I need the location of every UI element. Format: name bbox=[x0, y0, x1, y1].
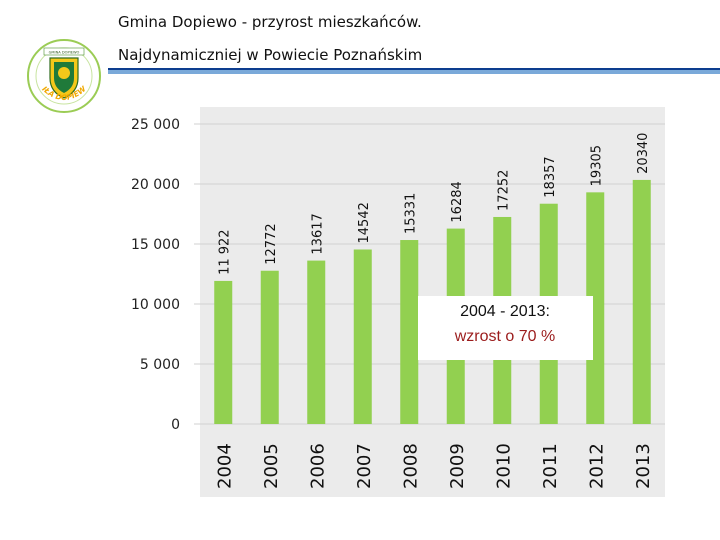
bars bbox=[214, 179, 651, 424]
emblem-text: GMINA DOPIEWO bbox=[49, 51, 80, 55]
x-axis: 2004 2005 2006 2007 2008 2009 2010 2011 2012 2013 bbox=[214, 443, 654, 489]
bar-2004 bbox=[214, 280, 233, 424]
slide-title: Gmina Dopiewo - przyrost mieszkańców. bbox=[118, 13, 422, 31]
logo-badge: GMINA DOPIEWO SIŁA DOPIEWA bbox=[22, 31, 102, 114]
y-tick-label: 20 000 bbox=[131, 177, 180, 193]
bar-2013 bbox=[632, 179, 651, 424]
data-label: 16284 bbox=[450, 181, 465, 222]
bar-2007 bbox=[353, 249, 372, 424]
x-tick-label: 2004 bbox=[214, 443, 235, 489]
bar-2012 bbox=[586, 192, 605, 424]
annotation-growth: wzrost o 70 % bbox=[454, 328, 555, 345]
data-label: 13617 bbox=[310, 213, 325, 254]
data-label: 17252 bbox=[496, 170, 511, 211]
bar-2005 bbox=[260, 270, 279, 424]
y-tick-label: 10 000 bbox=[131, 297, 180, 313]
data-label: 11 922 bbox=[217, 229, 232, 275]
data-label: 15331 bbox=[403, 193, 418, 234]
x-tick-label: 2007 bbox=[354, 443, 375, 489]
x-tick-label: 2009 bbox=[447, 443, 468, 489]
x-tick-label: 2012 bbox=[586, 443, 607, 489]
x-tick-label: 2010 bbox=[493, 443, 514, 489]
x-tick-label: 2006 bbox=[307, 443, 328, 489]
x-tick-label: 2013 bbox=[633, 443, 654, 489]
annotation-box bbox=[418, 296, 593, 360]
data-label: 12772 bbox=[264, 223, 279, 264]
bar-2006 bbox=[307, 260, 326, 424]
data-label: 18357 bbox=[543, 156, 558, 197]
y-axis: 0 5 000 10 000 15 000 20 000 25 000 bbox=[131, 117, 180, 433]
slide-subtitle: Najdynamiczniej w Powiecie Poznańskim bbox=[118, 46, 423, 64]
data-label: 14542 bbox=[357, 202, 372, 243]
header-divider bbox=[108, 68, 720, 70]
growth-annotation: 2004 - 2013: wzrost o 70 % bbox=[418, 296, 593, 360]
x-tick-label: 2008 bbox=[400, 443, 421, 489]
data-labels: 11 922 12772 13617 14542 15331 16284 17252 1835… bbox=[217, 133, 651, 275]
header-divider-accent bbox=[108, 70, 720, 74]
annotation-period: 2004 - 2013: bbox=[460, 303, 550, 320]
y-tick-label: 5 000 bbox=[140, 357, 180, 373]
data-label: 20340 bbox=[636, 133, 651, 174]
x-tick-label: 2011 bbox=[540, 443, 561, 489]
y-tick-label: 25 000 bbox=[131, 117, 180, 133]
y-tick-label: 15 000 bbox=[131, 237, 180, 253]
bar-2008 bbox=[400, 240, 419, 424]
y-tick-label: 0 bbox=[171, 417, 180, 433]
data-label: 19305 bbox=[589, 145, 604, 186]
x-tick-label: 2005 bbox=[261, 443, 282, 489]
